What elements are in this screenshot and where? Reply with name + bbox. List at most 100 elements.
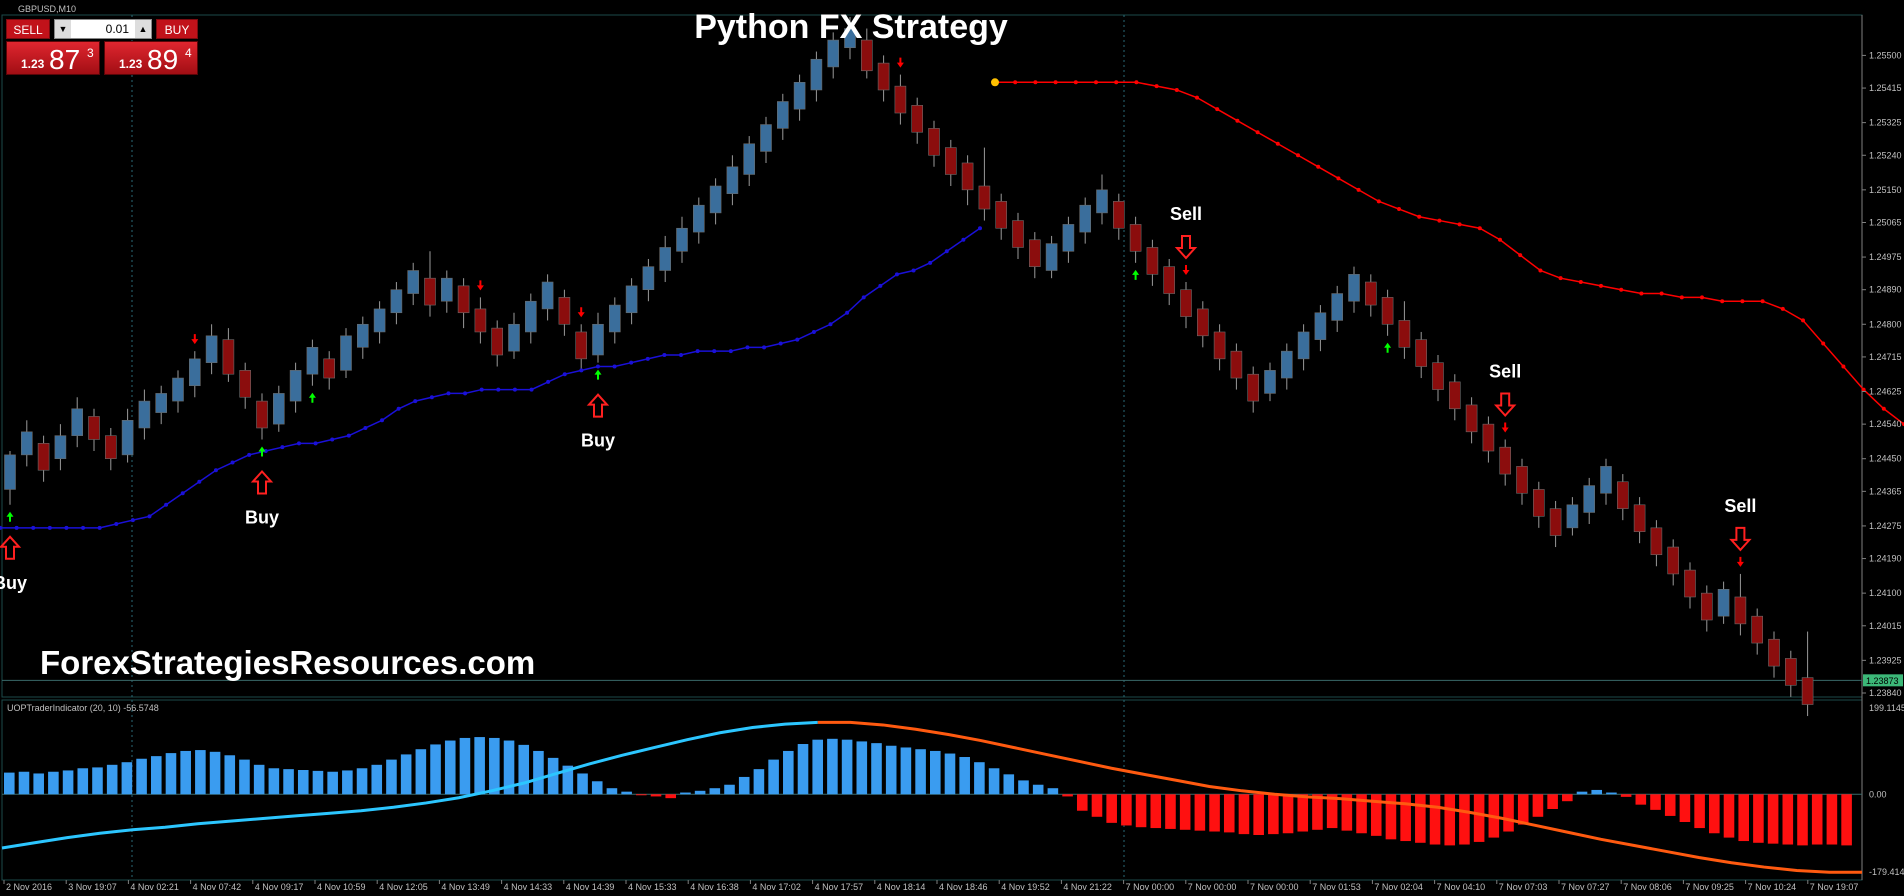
price-tick-label: 1.24890 (1869, 285, 1902, 295)
candle-body (54, 435, 67, 460)
candle-body (105, 435, 117, 460)
price-tick-label: 1.25150 (1869, 185, 1902, 195)
oscillator-bar (1620, 794, 1632, 797)
buy-line-dot (363, 425, 368, 430)
sell-line-dot (1457, 222, 1462, 227)
oscillator-bar (885, 745, 897, 795)
buy-line-dot (745, 345, 750, 350)
time-tick-label: 4 Nov 14:33 (504, 882, 553, 892)
lot-decrease-icon[interactable]: ▼ (55, 20, 71, 38)
oscillator-bar (1679, 794, 1691, 822)
candle-body (1768, 638, 1780, 667)
oscillator-bar (1121, 794, 1132, 826)
oscillator-tick-label: 0.00 (1869, 789, 1887, 799)
candle-body (508, 323, 520, 352)
buy-line-dot (612, 364, 617, 369)
lot-size-stepper[interactable]: ▼ 0.01 ▲ (54, 19, 152, 39)
buy-line-dot (662, 353, 667, 357)
candle-body (1197, 308, 1209, 337)
oscillator-tick-label: 199.1145 (1869, 703, 1904, 713)
time-tick-label: 7 Nov 10:24 (1748, 882, 1797, 892)
oscillator-bar (1062, 794, 1073, 797)
oscillator-bar (783, 750, 794, 795)
time-tick-label: 7 Nov 07:03 (1499, 882, 1548, 892)
candle-body (340, 335, 352, 371)
time-tick-label: 4 Nov 18:14 (877, 882, 926, 892)
oscillator-bar (1268, 794, 1279, 835)
oscillator-line-rising (1, 720, 818, 850)
buy-line-dot (130, 518, 135, 523)
oscillator-bar (900, 747, 912, 795)
candle-body (1062, 224, 1075, 252)
down-arrow-icon (577, 307, 585, 318)
sell-line-dot (1498, 237, 1502, 242)
oscillator-bar (1385, 794, 1397, 840)
buy-line-dot (147, 514, 152, 519)
buy-line-dot (728, 349, 733, 354)
buy-line-dot (346, 433, 351, 438)
buy-line-dot (679, 353, 684, 357)
oscillator-bar (533, 750, 544, 795)
buy-line-dot (413, 399, 418, 404)
oscillator-bar (18, 771, 30, 795)
buy-line-dot (762, 345, 767, 350)
buy-line-dot (280, 445, 285, 450)
oscillator-bar (1606, 792, 1617, 795)
buy-line-dot (446, 391, 451, 396)
candle-body (575, 331, 588, 360)
oscillator-bar (930, 750, 941, 795)
sell-line-dot (1356, 187, 1361, 192)
time-tick-label: 7 Nov 00:00 (1188, 882, 1237, 892)
sell-price-button[interactable]: 1.23 87 3 (6, 41, 100, 75)
candle-body (1096, 189, 1108, 214)
oscillator-bar (1767, 794, 1779, 844)
oscillator-bar (150, 756, 162, 795)
candle-body (1516, 466, 1528, 494)
candle-body (1734, 596, 1747, 625)
sell-line-dot (1599, 283, 1603, 288)
candle-body (944, 147, 957, 175)
candle-body (676, 227, 688, 252)
sell-line-dot (1033, 80, 1038, 85)
one-click-trade-panel: SELL ▼ 0.01 ▲ BUY 1.23 87 3 1.23 89 4 (6, 19, 198, 75)
buy-line-dot (64, 525, 69, 530)
candle-body (323, 358, 336, 379)
oscillator-bar (1473, 794, 1485, 842)
oscillator-bar (1400, 794, 1411, 842)
oscillator-bar (856, 741, 868, 795)
time-tick-label: 2 Nov 2016 (6, 882, 52, 892)
candle-body (743, 143, 756, 175)
lot-size-value[interactable]: 0.01 (105, 22, 129, 36)
price-tick-label: 1.24365 (1869, 486, 1902, 496)
candle-body (1365, 281, 1377, 306)
buy-button[interactable]: BUY (156, 19, 198, 39)
indicator-lines-layer (0, 78, 1904, 530)
oscillator-bar (327, 771, 338, 795)
sell-button[interactable]: SELL (6, 19, 50, 39)
time-tick-label: 4 Nov 02:21 (130, 882, 179, 892)
candle-body (1751, 615, 1763, 644)
candle-body (138, 400, 151, 429)
oscillator-bar (738, 776, 750, 795)
buy-line-dot (562, 372, 567, 377)
oscillator-bar (180, 750, 191, 795)
down-arrow-icon (191, 334, 199, 345)
sell-line-dot (1316, 164, 1321, 169)
price-tick-label: 1.25325 (1869, 118, 1902, 128)
oscillator-bar (165, 753, 177, 795)
candle-body (222, 339, 235, 375)
time-tick-label: 4 Nov 16:38 (690, 882, 739, 892)
price-tick-label: 1.24450 (1869, 454, 1902, 464)
candle-body (726, 166, 739, 194)
sell-line-dot (1437, 218, 1442, 223)
candle-body (256, 400, 268, 429)
sell-signal-arrow-icon (1174, 235, 1198, 260)
lot-increase-icon[interactable]: ▲ (135, 20, 151, 38)
candle-body (20, 431, 33, 456)
candles-layer (4, 17, 1814, 717)
candle-body (1163, 266, 1175, 294)
buy-price-button[interactable]: 1.23 89 4 (104, 41, 198, 75)
oscillator-bar (430, 744, 441, 795)
candle-body (541, 281, 554, 310)
